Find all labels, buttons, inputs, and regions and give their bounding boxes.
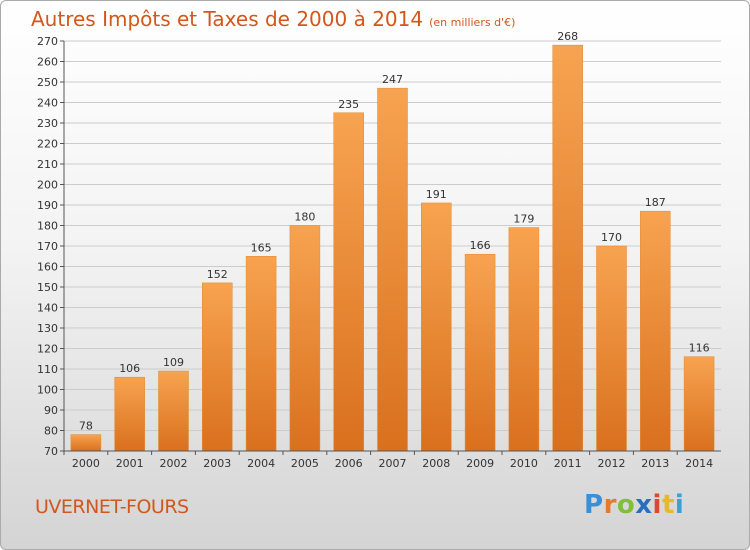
bar-2013 [640, 210, 671, 452]
bar-2014 [683, 356, 715, 452]
bars [70, 44, 715, 452]
logo-letter: o [616, 490, 636, 520]
y-tick-label: 150 [37, 281, 58, 294]
y-tick-label: 180 [37, 220, 58, 233]
x-tick-label: 2004 [247, 457, 275, 470]
y-tick-label: 90 [44, 404, 58, 417]
y-tick-label: 170 [37, 240, 58, 253]
x-tick-label: 2002 [160, 457, 188, 470]
y-tick-label: 110 [37, 363, 58, 376]
bar-2000 [70, 434, 102, 452]
y-tick-label: 120 [37, 343, 58, 356]
data-label: 268 [557, 30, 578, 43]
y-tick-label: 190 [37, 199, 58, 212]
y-tick-label: 210 [37, 158, 58, 171]
y-tick-label: 200 [37, 179, 58, 192]
x-tick-label: 2000 [72, 457, 100, 470]
bar-2002 [158, 370, 189, 452]
y-tick-label: 80 [44, 425, 58, 438]
x-tick-label: 2008 [422, 457, 450, 470]
chart-title-text: Autres Impôts et Taxes de 2000 à 2014 [31, 7, 424, 31]
proxiti-logo: Proxiti [584, 490, 684, 520]
logo-letter: r [603, 490, 617, 520]
commune-name: UVERNET-FOURS [35, 496, 189, 518]
chart-subtitle: (en milliers d'€) [429, 16, 516, 29]
data-label: 170 [601, 231, 622, 244]
bar-2005 [289, 225, 321, 452]
data-label: 165 [251, 241, 272, 254]
data-label: 78 [79, 420, 93, 433]
data-label: 235 [338, 98, 359, 111]
y-tick-label: 140 [37, 302, 58, 315]
x-tick-label: 2009 [466, 457, 494, 470]
data-label: 179 [513, 213, 534, 226]
axes [60, 40, 721, 455]
data-label: 116 [689, 342, 710, 355]
data-label: 187 [645, 196, 666, 209]
x-tick-label: 2003 [203, 457, 231, 470]
y-tick-label: 250 [37, 76, 58, 89]
y-tick-label: 70 [44, 445, 58, 458]
y-tick-label: 230 [37, 117, 58, 130]
bar-2008 [421, 202, 452, 452]
data-label: 106 [119, 362, 140, 375]
bar-2011 [552, 44, 583, 452]
logo-letter: x [635, 490, 653, 520]
bar-2004 [245, 256, 277, 452]
logo-letter: i [652, 490, 662, 520]
y-tick-label: 160 [37, 261, 58, 274]
data-label: 191 [426, 188, 447, 201]
x-tick-label: 2012 [598, 457, 626, 470]
data-label: 166 [470, 239, 491, 252]
bar-2006 [333, 112, 364, 452]
bar-2009 [464, 253, 496, 452]
logo-letter: P [584, 490, 604, 520]
chart-title: Autres Impôts et Taxes de 2000 à 2014 (en… [31, 7, 515, 31]
x-tick-label: 2007 [379, 457, 407, 470]
logo-letter: i [674, 490, 685, 520]
labels: 7080901001101201301401501601701801902002… [37, 30, 713, 470]
bar-2003 [202, 282, 233, 452]
x-tick-label: 2013 [641, 457, 669, 470]
x-tick-label: 2014 [685, 457, 713, 470]
bar-2007 [377, 87, 408, 452]
data-label: 109 [163, 356, 184, 369]
y-tick-label: 130 [37, 322, 58, 335]
data-label: 247 [382, 73, 403, 86]
y-tick-label: 270 [37, 35, 58, 48]
logo-letter: t [661, 490, 675, 520]
x-tick-label: 2005 [291, 457, 319, 470]
bar-2010 [508, 227, 540, 452]
x-tick-label: 2001 [116, 457, 144, 470]
x-tick-label: 2011 [554, 457, 582, 470]
y-tick-label: 100 [37, 384, 58, 397]
y-tick-label: 220 [37, 138, 58, 151]
bar-2012 [596, 245, 627, 452]
y-tick-label: 260 [37, 56, 58, 69]
data-label: 152 [207, 268, 228, 281]
x-tick-label: 2010 [510, 457, 538, 470]
y-tick-label: 240 [37, 97, 58, 110]
bar-2001 [114, 376, 145, 452]
data-label: 180 [294, 211, 315, 224]
x-tick-label: 2006 [335, 457, 363, 470]
